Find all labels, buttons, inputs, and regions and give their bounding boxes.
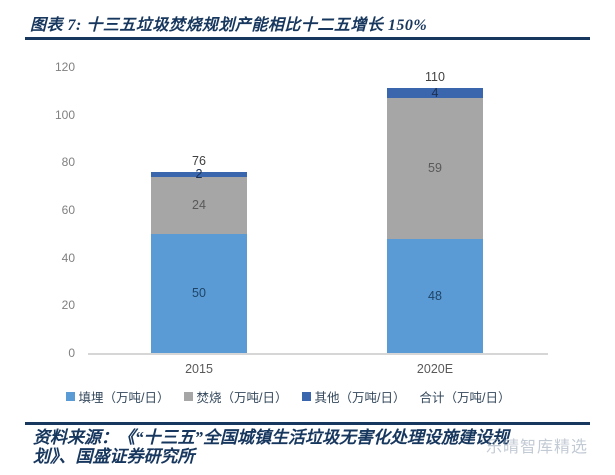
y-tick-label: 80 (61, 155, 75, 170)
bar-segment: 59 (387, 98, 483, 239)
legend-label: 填埋（万吨/日） (78, 390, 170, 405)
legend-label: 合计（万吨/日） (419, 390, 511, 405)
legend-item: 焚烧（万吨/日） (183, 387, 288, 406)
segment-value-label: 24 (192, 198, 206, 213)
segment-value-label: 2 (195, 167, 203, 182)
legend-label: 其他（万吨/日） (314, 390, 406, 405)
total-value-label: 76 (192, 153, 206, 168)
x-category-label: 2020E (416, 362, 454, 376)
y-tick-label: 0 (68, 346, 75, 360)
y-tick-label: 40 (61, 250, 75, 265)
bar-segment: 50 (151, 233, 247, 353)
segment-value-label: 4 (431, 86, 439, 101)
total-value-label: 110 (425, 70, 445, 85)
y-tick-label: 120 (54, 60, 75, 74)
chart-legend: 填埋（万吨/日） 焚烧（万吨/日） 其他（万吨/日） 合计（万吨/日） (8, 386, 568, 406)
bar-segment: 2 (151, 168, 247, 181)
watermark: 乐晴智库精选 (486, 439, 589, 456)
source-note: 资料来源：《“十三五”全国城镇生活垃圾无害化处理设施建设规划》、国盛证券研究所 (33, 428, 509, 466)
figure-title: 图表 7: 十三五垃圾焚烧规划产能相比十二五增长 150% (30, 17, 428, 34)
top-divider (25, 37, 590, 40)
x-category-label: 2015 (185, 362, 213, 376)
y-tick-label: 60 (61, 203, 75, 217)
legend-swatch-icon (183, 391, 193, 401)
y-tick-label: 100 (54, 107, 75, 122)
legend-swatch-icon (301, 391, 311, 401)
legend-item: 合计（万吨/日） (419, 387, 510, 406)
stacked-bar-2020E: 48 59 4 110 (387, 70, 483, 353)
segment-value-label: 50 (192, 286, 206, 301)
plot-area: 50 24 2 76 48 59 4 110 (88, 67, 548, 355)
bar-segment: 24 (151, 176, 247, 234)
bottom-divider (25, 422, 590, 425)
segment-value-label: 59 (428, 161, 442, 176)
stacked-bar-2015: 50 24 2 76 (151, 154, 247, 353)
legend-item: 填埋（万吨/日） (65, 387, 170, 406)
y-tick-label: 20 (61, 298, 75, 313)
bar-segment: 4 (387, 86, 483, 101)
legend-item: 其他（万吨/日） (301, 387, 406, 406)
legend-label: 焚烧（万吨/日） (196, 390, 288, 405)
bar-segment: 48 (387, 238, 483, 353)
segment-value-label: 48 (428, 288, 442, 303)
legend-swatch-icon (65, 391, 75, 401)
